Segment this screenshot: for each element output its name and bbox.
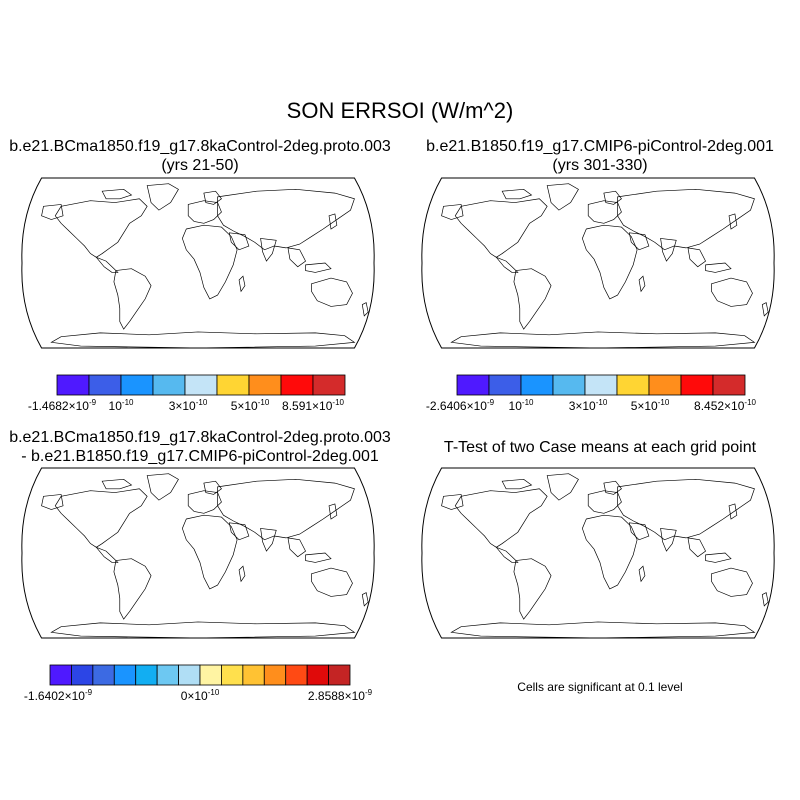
cb2-swatch-2 (520, 374, 554, 396)
map-case1 (21, 177, 375, 349)
cb3-swatch-10 (263, 664, 287, 686)
cb1-swatch-7 (280, 374, 314, 396)
cb3-swatch-9 (242, 664, 265, 686)
panel-title-diff: b.e21.BCma1850.f19_g17.8kaControl-2deg.p… (0, 428, 400, 466)
cb3-swatch-8 (221, 664, 244, 686)
map-diff (21, 467, 375, 639)
cb3-swatch-11 (285, 664, 308, 686)
cb2-label-1: 10-10 (508, 398, 534, 413)
cb1-swatch-8 (312, 374, 346, 396)
map4-content-ocean (421, 468, 775, 638)
cb1-swatch-3 (152, 374, 186, 396)
colorbar-diff (49, 664, 351, 686)
cb3-swatch-12 (306, 664, 329, 686)
cb2-swatch-3 (552, 374, 586, 396)
map1-content-outline (21, 177, 375, 349)
cb1-label-0: -1.4682×10-9 (27, 398, 97, 413)
panel-title-case1-line2: (yrs 21-50) (161, 157, 239, 174)
cb2-swatch-1 (488, 374, 522, 396)
map3-content-outline (21, 467, 375, 639)
cb1-label-1: 10-10 (108, 398, 134, 413)
cb1-label-2: 3×10-10 (168, 398, 208, 413)
panel-title-case1: b.e21.BCma1850.f19_g17.8kaControl-2deg.p… (0, 137, 400, 175)
cb1-swatch-5 (216, 374, 250, 396)
map2-content-outline (421, 177, 775, 349)
cb3-label-0: -1.6402×10-9 (23, 688, 93, 703)
cb2-swatch-7 (680, 374, 714, 396)
cb2-swatch-8 (712, 374, 746, 396)
cb1-label-3: 5×10-10 (230, 398, 270, 413)
colorbar-case2 (456, 374, 746, 396)
cb3-swatch-1 (71, 664, 94, 686)
panel-title-case2-line2: (yrs 301-330) (552, 157, 648, 174)
map2-content-ocean (421, 178, 775, 348)
cb1-swatch-6 (248, 374, 282, 396)
cb1-label-4: 8.591×10-10 (282, 398, 344, 413)
figure-title: SON ERRSOI (W/m^2) (286, 98, 514, 123)
ttest-caption: Cells are significant at 0.1 level (517, 680, 683, 694)
cb3-swatch-6 (178, 664, 201, 686)
cb1-swatch-0 (56, 374, 90, 396)
cb3-swatch-5 (156, 664, 179, 686)
cb3-swatch-3 (113, 664, 137, 686)
cb1-swatch-2 (120, 374, 154, 396)
map3-content-ocean (21, 468, 375, 638)
cb1-swatch-4 (184, 374, 218, 396)
cb3-label-2: 2.8588×10-9 (307, 688, 373, 703)
cb1-swatch-1 (88, 374, 122, 396)
cb2-label-3: 5×10-10 (630, 398, 670, 413)
cb3-swatch-2 (92, 664, 115, 686)
cb2-label-2: 3×10-10 (568, 398, 608, 413)
cb3-swatch-7 (199, 664, 222, 686)
panel-title-case2: b.e21.B1850.f19_g17.CMIP6-piControl-2deg… (400, 137, 800, 175)
cb3-swatch-13 (328, 664, 351, 686)
map4-content-outline (421, 467, 775, 639)
cb2-swatch-4 (584, 374, 618, 396)
panel-title-ttest-line1: T-Test of two Case means at each grid po… (443, 439, 757, 456)
cb2-swatch-6 (648, 374, 682, 396)
cb2-swatch-5 (616, 374, 650, 396)
map1-content-ocean (21, 178, 375, 348)
panel-title-case2-line1: b.e21.B1850.f19_g17.CMIP6-piControl-2deg… (426, 138, 774, 155)
cb2-label-4: 8.452×10-10 (694, 398, 756, 413)
panel-title-case1-line1: b.e21.BCma1850.f19_g17.8kaControl-2deg.p… (9, 138, 391, 155)
map-ttest (421, 467, 775, 639)
cb3-swatch-4 (135, 664, 158, 686)
panel-title-diff-line1: b.e21.BCma1850.f19_g17.8kaControl-2deg.p… (9, 429, 391, 446)
map-case2 (421, 177, 775, 349)
cb3-swatch-0 (49, 664, 72, 686)
panel-title-ttest: T-Test of two Case means at each grid po… (400, 438, 800, 457)
cb3-label-1: 0×10-10 (180, 688, 220, 703)
cb2-label-0: -2.6406×10-9 (425, 398, 495, 413)
colorbar-case1 (56, 374, 346, 396)
cb2-swatch-0 (456, 374, 490, 396)
panel-title-diff-line2: - b.e21.B1850.f19_g17.CMIP6-piControl-2d… (21, 448, 379, 465)
